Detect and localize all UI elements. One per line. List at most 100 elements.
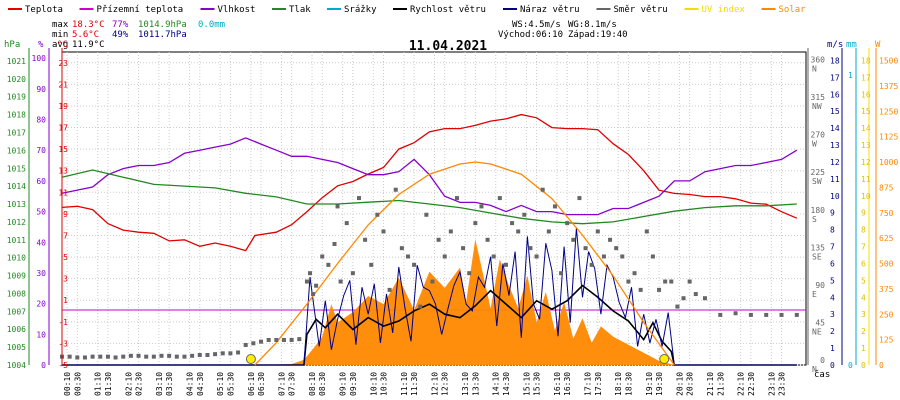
axis-pressure-tick: 1014	[7, 182, 26, 191]
wind-dir-point	[638, 287, 643, 292]
axis-units: hPa % °C m/s mm W čas	[4, 40, 881, 380]
stats-sunset: Západ:19:40	[568, 30, 628, 40]
x-tick-label: 06:10	[247, 372, 256, 396]
wind-dir-point	[718, 312, 723, 317]
wind-dir-point	[601, 254, 606, 259]
axis-wind-speed-tick: 1	[830, 344, 835, 353]
axis-temperature-tick: 11	[58, 188, 68, 197]
series-tlak-line	[61, 169, 797, 225]
axis-wind-speed-tick: 6	[830, 259, 835, 268]
wind-dir-point	[461, 246, 466, 251]
x-tick-label: 14:30	[502, 372, 511, 396]
axis-wind-speed-tick: 11	[830, 175, 840, 184]
axis-uv-tick: 16	[861, 90, 871, 99]
wind-dir-point	[381, 229, 386, 234]
x-tick-label: 13:10	[461, 372, 470, 396]
axis-wind-speed-tick: 17	[830, 73, 840, 82]
wind-dir-point	[614, 246, 619, 251]
axis-pressure-tick: 1006	[7, 325, 26, 334]
stats-wg: WG:8.1m/s	[568, 20, 617, 30]
wind-dir-point	[387, 287, 392, 292]
wind-dir-point	[448, 229, 453, 234]
wind-dir-point	[473, 221, 478, 226]
x-tick-label: 06:30	[257, 372, 266, 396]
wind-dir-point	[540, 187, 545, 192]
x-tick-label: 07:30	[288, 372, 297, 396]
legend-label: Směr větru	[614, 5, 668, 15]
axis-temperature-tick: 3	[63, 275, 68, 284]
wind-dir-point	[228, 351, 233, 356]
wind-dir-point	[197, 352, 202, 357]
wind-dir-point	[644, 229, 649, 234]
axis-uv-tick: 11	[861, 175, 871, 184]
axis-temperature-tick: 13	[58, 167, 68, 176]
wind-dir-point	[497, 196, 502, 201]
axis-uv-tick: 14	[861, 124, 871, 133]
axis-pressure-tick: 1007	[7, 307, 26, 316]
axis-humidity-tick: 70	[36, 146, 46, 155]
axis-wind-dir-compass: SE	[812, 252, 822, 261]
wind-dir-point	[485, 237, 490, 242]
unit-time: čas	[814, 369, 830, 380]
x-tick-label: 16:10	[553, 372, 562, 396]
x-tick-label: 08:30	[318, 372, 327, 396]
x-tick-label: 21:10	[706, 372, 715, 396]
axis-uv-tick: 7	[861, 243, 866, 252]
wind-dir-point	[236, 350, 241, 355]
wind-dir-point	[748, 312, 753, 317]
axis-wind-speed-tick: 2	[830, 327, 835, 336]
axis-wind-dir-compass: S	[812, 215, 817, 224]
axis-humidity-tick: 60	[36, 177, 46, 186]
x-tick-label: 12:30	[441, 372, 450, 396]
x-tick-label: 05:30	[226, 372, 235, 396]
axis-uv-tick: 10	[861, 192, 871, 201]
wind-dir-point	[571, 237, 576, 242]
axis-solar-tick: 1125	[879, 133, 898, 142]
x-tick-label: 09:10	[339, 372, 348, 396]
series-teplota-line	[61, 113, 798, 252]
wind-dir-point	[702, 296, 707, 301]
axis-temperature-tick: 9	[63, 210, 68, 219]
wind-dir-point	[675, 304, 680, 309]
wind-dir-point	[75, 355, 80, 360]
axis-rain-tick: 1	[848, 71, 853, 80]
stats-max-hum: 77%	[112, 20, 129, 30]
wind-dir-point	[534, 254, 539, 259]
x-tick-label: 20:30	[686, 372, 695, 396]
wind-dir-point	[314, 283, 319, 288]
wind-dir-point	[583, 246, 588, 251]
wind-dir-point	[399, 246, 404, 251]
unit-pct: %	[38, 40, 44, 50]
axis-wind-dir-tick: 90	[815, 281, 825, 290]
axis-solar-tick: 875	[879, 183, 894, 192]
axis-uv-tick: 8	[861, 226, 866, 235]
x-tick-label: 01:10	[94, 372, 103, 396]
axis-temperature-tick: 21	[58, 80, 68, 89]
wind-dir-point	[436, 237, 441, 242]
series-layer	[60, 113, 799, 366]
wind-dir-point	[442, 254, 447, 259]
axis-wind-dir-compass: SW	[812, 177, 822, 186]
series-solar-clear-sky-line	[254, 161, 675, 366]
wind-dir-point	[669, 279, 674, 284]
axis-pressure-tick: 1017	[7, 128, 26, 137]
x-tick-label: 04:30	[196, 372, 205, 396]
x-tick-label: 11:30	[410, 372, 419, 396]
wind-dir-point	[491, 254, 496, 259]
wind-dir-point	[626, 279, 631, 284]
wind-dir-point	[320, 254, 325, 259]
axis-temperature-tick: -1	[58, 318, 68, 327]
x-tick-label: 22:10	[737, 372, 746, 396]
unit-mm: mm	[846, 40, 857, 50]
axis-pressure-tick: 1019	[7, 93, 26, 102]
series-sm-r-v-tru	[60, 187, 799, 360]
wind-dir-point	[467, 271, 472, 276]
x-tick-label: 07:10	[277, 372, 286, 396]
series-n-raz-v-tru-line	[62, 227, 797, 366]
wind-dir-point	[794, 312, 799, 317]
wind-dir-point	[344, 221, 349, 226]
wind-dir-point	[430, 279, 435, 284]
wind-dir-point	[418, 304, 423, 309]
